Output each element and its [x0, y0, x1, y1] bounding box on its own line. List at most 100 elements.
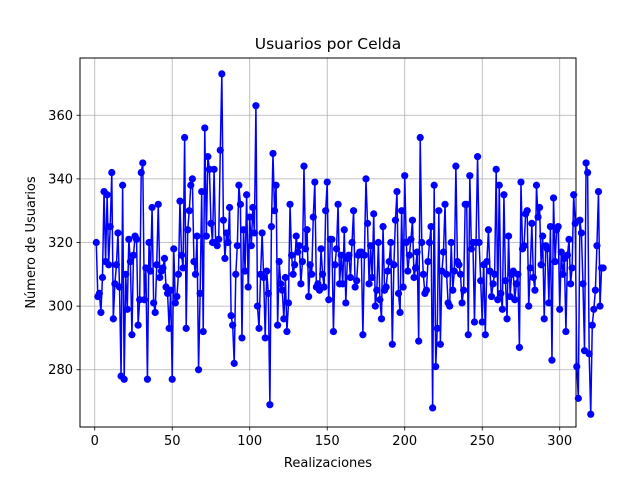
x-tick-label: 150 [315, 434, 340, 449]
x-tick-label: 0 [91, 434, 99, 449]
data-point [191, 270, 200, 278]
data-point [213, 242, 221, 250]
data-point [165, 324, 173, 332]
data-point [317, 245, 325, 253]
data-point [401, 172, 409, 180]
data-point [261, 334, 269, 342]
data-point [181, 133, 189, 142]
axes: 0 50 100 150 200 250 300 280 300 320 340 360 [48, 109, 572, 449]
data-point [515, 343, 524, 352]
data-point [247, 242, 255, 250]
data-point [221, 254, 229, 263]
data-point [565, 235, 573, 243]
data-point [246, 213, 254, 221]
data-point [120, 375, 128, 383]
data-point [404, 267, 412, 275]
chart-title: Usuarios por Celda [255, 35, 402, 53]
y-tick-label: 340 [48, 172, 73, 187]
data-point [464, 331, 472, 339]
data-point [328, 235, 336, 243]
data-point [123, 305, 131, 313]
data-point [187, 181, 195, 189]
data-point [577, 229, 586, 237]
data-point [294, 248, 302, 256]
data-point [478, 318, 486, 326]
data-point [399, 283, 407, 291]
x-tick-label: 100 [237, 434, 262, 449]
data-point [108, 168, 116, 177]
data-point [526, 264, 534, 272]
data-point [391, 216, 400, 224]
data-point [314, 280, 322, 288]
data-point [204, 153, 212, 161]
data-point [222, 229, 231, 237]
data-point [379, 222, 387, 231]
data-point [484, 226, 493, 234]
data-point [345, 251, 353, 259]
data-point [489, 280, 497, 288]
data-point [495, 181, 503, 189]
data-point [568, 264, 576, 272]
data-point [512, 280, 520, 288]
data-point [413, 248, 421, 256]
data-point [199, 327, 207, 336]
data-point [470, 318, 479, 326]
data-point [145, 238, 153, 247]
data-point [591, 286, 599, 294]
data-point [198, 188, 206, 196]
data-point [463, 200, 471, 208]
data-point [185, 207, 193, 215]
data-point [153, 261, 161, 269]
data-point [349, 207, 358, 215]
data-point [368, 273, 376, 282]
y-tick-label: 360 [48, 109, 73, 124]
data-point [224, 238, 232, 247]
data-point [435, 207, 443, 215]
data-point [322, 207, 330, 215]
data-point [340, 226, 348, 234]
data-point [216, 146, 224, 154]
data-point [151, 308, 159, 317]
data-point [408, 216, 417, 224]
data-point [525, 302, 533, 310]
data-point [260, 273, 268, 282]
data-point [540, 315, 548, 323]
data-point [450, 267, 458, 275]
data-point [545, 299, 553, 307]
data-point [253, 302, 262, 310]
data-point [491, 270, 499, 278]
data-point [92, 238, 100, 247]
data-point [432, 362, 440, 371]
data-point [365, 280, 373, 288]
data-point [377, 315, 386, 323]
data-point [549, 194, 558, 202]
data-point [303, 226, 311, 234]
data-point [433, 324, 441, 332]
data-point [188, 175, 196, 183]
data-point [410, 273, 418, 282]
data-point [407, 235, 415, 243]
data-point [325, 296, 333, 304]
data-point [584, 168, 592, 177]
data-point [292, 232, 300, 240]
data-point [115, 283, 124, 291]
data-point [348, 238, 356, 247]
data-point [177, 251, 186, 259]
data-point [168, 375, 176, 383]
data-point [95, 289, 103, 297]
data-point [320, 283, 328, 291]
data-point [125, 235, 133, 243]
data-point [503, 315, 511, 323]
data-point [590, 305, 598, 313]
data-point [362, 175, 370, 183]
data-point [207, 219, 215, 228]
data-point [194, 366, 203, 374]
data-point [441, 200, 449, 208]
data-point [422, 286, 431, 294]
data-point [563, 251, 572, 259]
data-point [128, 331, 136, 339]
data-point [146, 267, 155, 275]
data-point [170, 245, 178, 253]
data-point [559, 270, 567, 278]
data-point [250, 229, 258, 237]
